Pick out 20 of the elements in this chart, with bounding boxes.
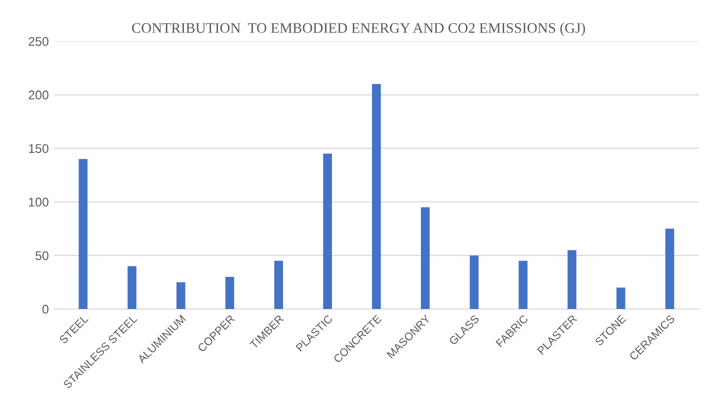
- y-tick-label: 250: [28, 37, 48, 46]
- bar: [128, 266, 136, 309]
- bar: [372, 84, 381, 309]
- bar: [420, 207, 430, 309]
- bar: [176, 282, 186, 309]
- bar: [323, 154, 332, 309]
- y-tick-label: 0: [42, 304, 48, 314]
- bar: [225, 276, 234, 309]
- bar: [665, 228, 674, 309]
- y-tick-label: 150: [29, 144, 48, 153]
- bar: [568, 250, 576, 309]
- bar: [518, 260, 528, 309]
- bar: [470, 255, 479, 309]
- y-tick-label: 50: [36, 251, 48, 260]
- chart-title: CONTRIBUTION TO EMBODIED ENERGY AND CO2 EMISSIONS (GJ): [132, 22, 585, 36]
- y-tick-label: 100: [29, 198, 48, 207]
- bar: [616, 288, 626, 309]
- bar: [78, 159, 88, 309]
- y-tick-label: 200: [28, 90, 48, 100]
- bar: [274, 260, 284, 309]
